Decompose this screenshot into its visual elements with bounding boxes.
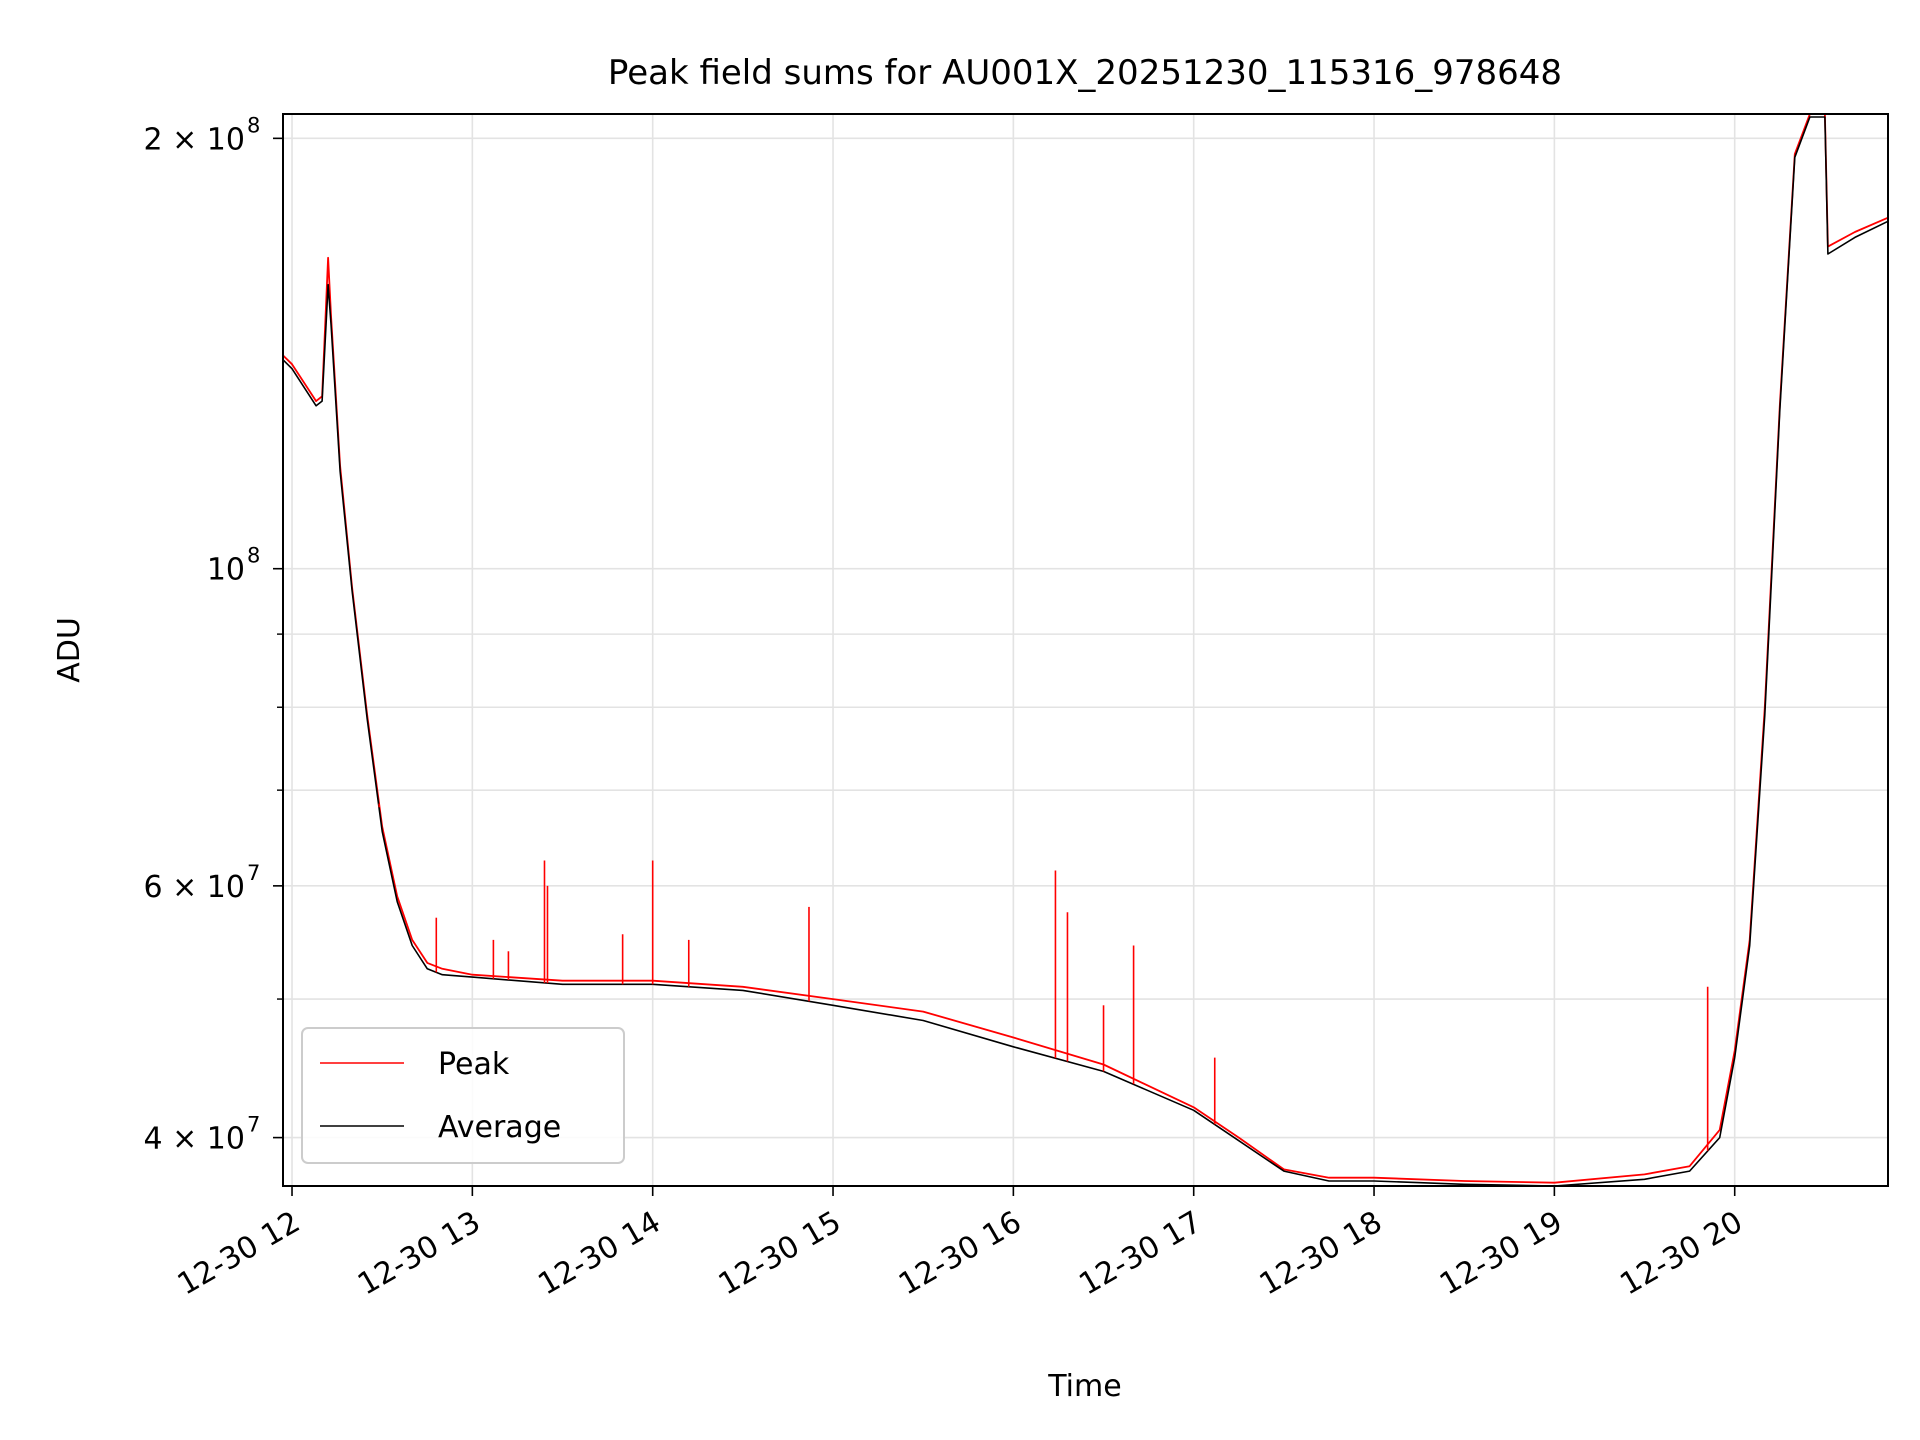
y-tick-exponent: 8: [247, 113, 260, 137]
y-tick-label: 10: [207, 553, 245, 588]
plot-frame: [282, 113, 1889, 1187]
series-line-average: [282, 116, 1889, 1187]
legend-label-peak: Peak: [438, 1047, 510, 1082]
chart-title: Peak field sums for AU001X_20251230_1153…: [608, 53, 1562, 93]
y-tick-label: 6 × 10: [144, 870, 245, 905]
y-tick-label: 2 × 10: [144, 122, 245, 157]
y-tick-label: 4 × 10: [144, 1122, 245, 1157]
legend-box: [301, 1027, 625, 1164]
y-axis-label: ADU: [52, 617, 87, 683]
x-axis-label: Time: [1047, 1369, 1121, 1404]
y-tick-exponent: 7: [247, 1113, 260, 1137]
y-tick-exponent: 7: [247, 861, 260, 885]
gridlines: [283, 114, 1888, 1186]
legend-label-average: Average: [438, 1110, 561, 1145]
y-tick-exponent: 8: [247, 544, 260, 568]
legend: Peak Average: [301, 1027, 625, 1164]
series-layer: [282, 113, 1889, 1187]
